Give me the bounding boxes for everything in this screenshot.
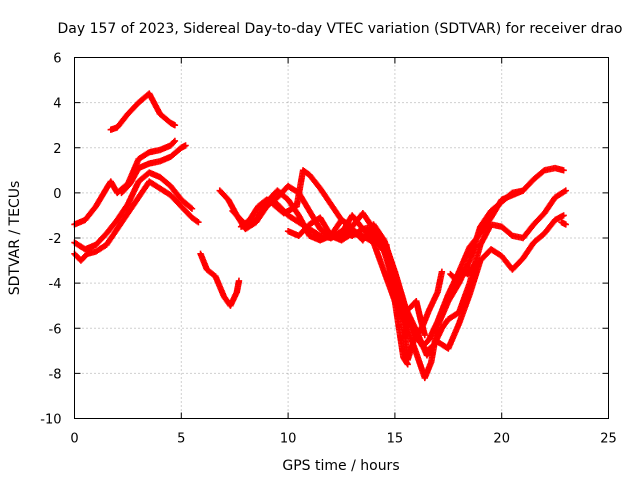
x-axis-title: GPS time / hours [282,458,399,474]
y-tick-label: -10 [40,413,61,428]
y-tick-label: -8 [49,367,62,382]
series-10-marks [269,167,567,355]
data-point [562,187,569,194]
y-tick-label: -2 [49,232,62,247]
data-point [188,205,196,212]
series-13-marks [406,297,429,339]
x-tick-labels: 0 5 10 15 20 25 [70,432,616,447]
y-tick-label: 0 [53,187,61,202]
series-4-marks [107,90,179,133]
data-point [468,264,475,271]
x-tick-label: 15 [387,432,404,447]
data-point [193,218,201,225]
data-point [560,212,567,219]
data-point [182,142,189,149]
series-9-marks [237,187,527,382]
series-15-marks [558,219,569,228]
y-axis-title: SDTVAR / TECUs [7,181,23,296]
data-point [170,138,178,146]
x-tick-label: 5 [177,432,185,447]
y-tick-labels: -10 -8 -6 -4 -2 0 2 4 6 [40,52,61,428]
x-tick-label: 10 [280,432,297,447]
data-point [438,268,446,276]
plot-frame [74,57,609,419]
series-3-marks [71,178,202,264]
series-6-marks [197,250,243,309]
data-marks [71,90,569,382]
data-point [562,221,569,228]
x-tick-label: 20 [493,432,510,447]
data-point [171,137,179,145]
series-5-marks [118,142,189,197]
y-tick-label: 6 [53,52,61,67]
data-point [519,187,527,194]
series-14-marks [447,264,475,285]
data-point [195,219,202,226]
y-tick-label: 2 [53,142,61,157]
x-tick-label: 25 [600,432,617,447]
data-point [235,277,243,285]
data-point [171,121,179,129]
x-tick-label: 0 [70,432,78,447]
y-tick-label: -6 [49,322,62,337]
chart-title: Day 157 of 2023, Sidereal Day-to-day VTE… [57,21,622,37]
y-tick-label: -4 [49,277,62,292]
y-tick-label: 4 [53,97,61,112]
data-point [560,167,567,174]
series-2-marks [71,169,196,253]
data-point [187,204,194,211]
series-12-marks [336,225,411,368]
data-point [421,331,429,339]
data-point [404,361,411,368]
